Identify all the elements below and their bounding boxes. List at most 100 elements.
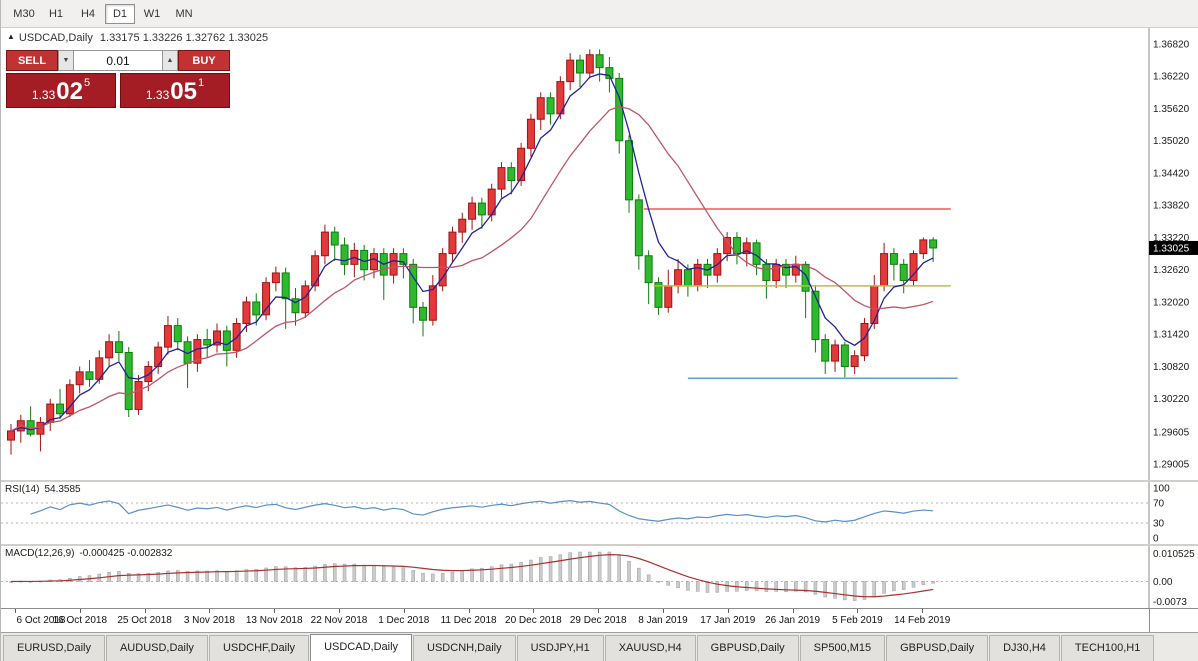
sell-price-pip: 5 [83, 77, 91, 89]
time-axis-label: 29 Dec 2018 [569, 615, 627, 626]
chart-tab-gbpusd-daily[interactable]: GBPUSD,Daily [696, 635, 799, 661]
rsi-label: RSI(14) 54.3585 [5, 484, 81, 495]
time-axis-label: 5 Feb 2019 [832, 615, 883, 626]
chart-tab-usdjpy-h1[interactable]: USDJPY,H1 [516, 635, 604, 661]
chart-symbol-label: USDCAD,Daily [18, 32, 93, 44]
chart-tab-usdcnh-daily[interactable]: USDCNH,Daily [413, 635, 516, 661]
svg-text:1.30220: 1.30220 [1153, 394, 1190, 405]
macd-chart[interactable]: 0.010525 0.00 -0.0073 [1, 546, 1198, 608]
chart-tab-xauusd-h4[interactable]: XAUUSD,H4 [604, 635, 696, 661]
svg-text:0: 0 [1153, 534, 1159, 545]
rsi-chart[interactable]: 100 70 30 0 [1, 482, 1198, 544]
sell-price-base: 1.33 [31, 88, 56, 102]
time-axis-label: 20 Dec 2018 [505, 615, 562, 626]
time-axis-tick [792, 609, 794, 613]
time-axis-tick [79, 609, 81, 613]
buy-price-p7ip: 1 [197, 77, 205, 89]
time-axis-tick [15, 609, 16, 613]
rsi-subwindow[interactable]: 100 70 30 0 RSI(14) 54.3585 [1, 480, 1198, 544]
chart-tab-usdchf-daily[interactable]: USDCHF,Daily [208, 635, 310, 661]
sell-price-big: 02 [56, 78, 83, 105]
time-axis-tick [403, 609, 405, 613]
main-chart[interactable]: 1.36820 1.36220 1.35620 1.35020 1.34420 1.338… [1, 28, 1198, 480]
time-axis-tick [663, 609, 664, 613]
timeframe-button-m30[interactable]: M30 [9, 4, 39, 24]
svg-text:0.010525: 0.010525 [1153, 549, 1195, 560]
svg-text:-0.0073: -0.0073 [1153, 597, 1187, 608]
chart-title: ▲ USDCAD,Daily 1.33175 1.33226 1.32762 1.3… [7, 32, 268, 44]
chart-tab-tech100-h1[interactable]: TECH100,H1 [1060, 635, 1155, 661]
timeframe-button-w1[interactable]: W1 [137, 4, 167, 24]
svg-text:1.36220: 1.36220 [1153, 72, 1190, 83]
sell-button[interactable]: SELL [6, 50, 58, 71]
svg-text:0.00: 0.00 [1153, 577, 1173, 588]
svg-text:30: 30 [1153, 519, 1165, 530]
lot-decrease-button[interactable]: ▼ [58, 50, 74, 71]
time-axis-tick [598, 609, 600, 613]
svg-text:1.33025: 1.33025 [1153, 243, 1190, 254]
time-axis-label: 26 Jan 2019 [765, 615, 821, 626]
timeframe-button-h1[interactable]: H1 [41, 4, 71, 24]
time-axis-tick [727, 609, 729, 613]
axis-separator [1149, 609, 1150, 632]
timeframe-toolbar: M30 H1 H4 D1 W1 MN [1, 0, 1198, 28]
svg-text:1.36820: 1.36820 [1153, 40, 1190, 51]
macd-label: MACD(12,26,9) -0.000425 -0.002832 [5, 548, 173, 559]
chart-tab-gbpusd-daily[interactable]: GBPUSD,Daily [886, 635, 989, 661]
svg-text:1.33820: 1.33820 [1153, 201, 1190, 212]
chart-tab-dj30-h4[interactable]: DJ30,H4 [989, 635, 1060, 661]
svg-text:1.32020: 1.32020 [1153, 297, 1190, 308]
time-axis[interactable]: 6 Oct 2018 16 Oct 2018 25 Oct 2018 3 Nov 20… [1, 608, 1198, 632]
svg-text:100: 100 [1153, 484, 1170, 495]
svg-text:1.32620: 1.32620 [1153, 265, 1190, 276]
lot-increase-button[interactable]: ▲ [162, 50, 178, 71]
time-axis-tick [468, 609, 470, 613]
time-axis-label: 14 Feb 2019 [894, 615, 951, 626]
time-axis-label: 22 Nov 2018 [310, 615, 368, 626]
timeframe-button-h4[interactable]: H4 [73, 4, 103, 24]
one-click-trading-panel: SELL ▼ ▲ BUY 1.33 02 5 1.33 05 1 [6, 50, 230, 108]
svg-text:1.33220: 1.33220 [1153, 233, 1190, 244]
macd-subwindow[interactable]: 0.010525 0.00 -0.0073 MACD(12,26,9) -0.0004… [1, 544, 1198, 608]
svg-text:70: 70 [1153, 499, 1165, 510]
chevron-up-icon: ▲ [166, 57, 174, 64]
svg-text:1.31420: 1.31420 [1153, 330, 1190, 341]
svg-text:1.35620: 1.35620 [1153, 104, 1190, 115]
time-axis-label: 1 Dec 2018 [378, 615, 430, 626]
buy-price-button[interactable]: 1.33 05 1 [120, 73, 230, 108]
timeframe-button-d1[interactable]: D1 [105, 3, 135, 24]
svg-text:1.29605: 1.29605 [1153, 427, 1190, 438]
timeframe-button-mn[interactable]: MN [169, 4, 199, 24]
time-axis-label: 11 Dec 2018 [440, 615, 497, 626]
chart-begin-marker-icon: ▲ [7, 32, 15, 41]
chart-tab-sp500-m15[interactable]: SP500,M15 [799, 635, 886, 661]
buy-price-big: 05 [170, 78, 197, 105]
time-axis-label: 16 Oct 2018 [52, 615, 108, 626]
time-axis-label: 3 Nov 2018 [183, 615, 235, 626]
chart-window[interactable]: 1.36820 1.36220 1.35620 1.35020 1.34420 1.338… [1, 28, 1198, 480]
time-axis-label: 17 Jan 2019 [700, 615, 756, 626]
svg-text:1.35020: 1.35020 [1153, 136, 1190, 147]
chart-tab-eurusd-daily[interactable]: EURUSD,Daily [3, 635, 105, 661]
time-axis-tick [857, 609, 859, 613]
time-axis-tick [922, 609, 924, 613]
time-axis-tick [209, 609, 211, 613]
time-axis-label: 8 Jan 2019 [638, 615, 688, 626]
buy-button[interactable]: BUY [178, 50, 230, 71]
sell-price-button[interactable]: 1.33 02 5 [6, 73, 116, 108]
chart-ohlc-values: 1.33175 1.33226 1.32762 1.33025 [99, 32, 269, 44]
chart-tab-usdcad-daily[interactable]: USDCAD,Daily [310, 634, 413, 661]
time-axis-label: 6 Oct 2018 [16, 615, 66, 626]
svg-text:1.29005: 1.29005 [1153, 460, 1190, 471]
buy-price-base: 1.33 [145, 88, 170, 102]
time-axis-label: 25 Oct 2018 [117, 615, 172, 626]
chart-tab-bar: EURUSD,Daily AUDUSD,Daily USDCHF,Daily USDC… [1, 632, 1198, 661]
time-axis-tick [533, 609, 535, 613]
svg-text:1.34420: 1.34420 [1153, 168, 1190, 179]
time-axis-tick [274, 609, 276, 613]
lot-size-input[interactable] [74, 50, 162, 71]
chevron-down-icon: ▼ [62, 57, 70, 64]
svg-text:1.30820: 1.30820 [1153, 362, 1190, 373]
chart-tab-audusd-daily[interactable]: AUDUSD,Daily [105, 635, 208, 661]
